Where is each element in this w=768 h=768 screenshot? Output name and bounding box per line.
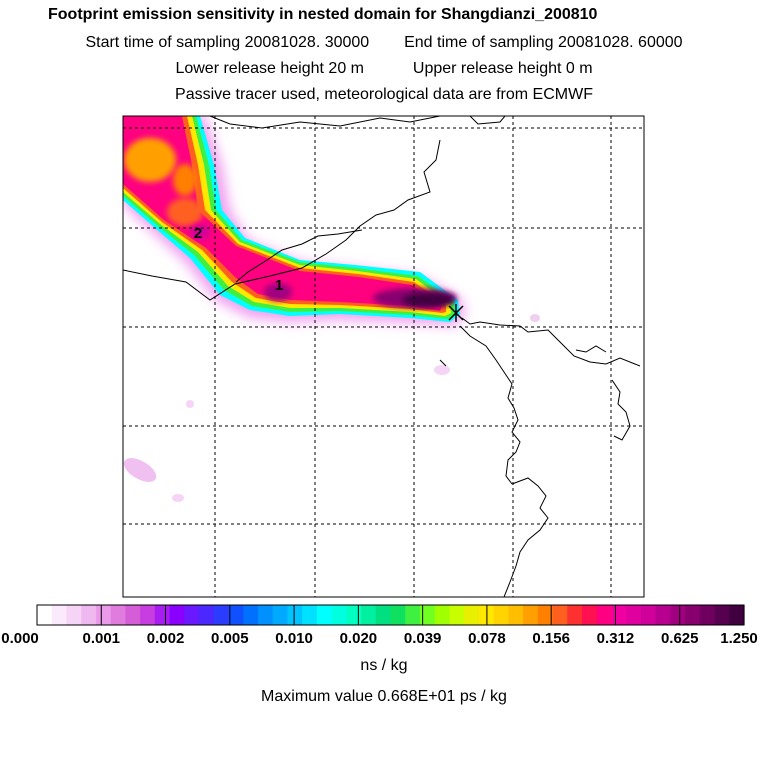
colorbar-cell [434, 605, 451, 625]
colorbar-cell [375, 605, 392, 625]
colorbar [36, 604, 745, 626]
colorbar-cell [228, 605, 244, 625]
colorbar-cell [125, 605, 141, 625]
colorbar-cell [508, 605, 524, 625]
colorbar-cell [729, 605, 745, 625]
colorbar-cell [272, 605, 288, 625]
trajectory-marker-2: 2 [194, 225, 202, 242]
colorbar-cell [419, 605, 436, 625]
colorbar-tick-label: 0.312 [596, 630, 635, 647]
colorbar-cell [316, 605, 333, 625]
colorbar-cell [287, 605, 303, 625]
colorbar-cell [655, 605, 671, 625]
footprint-map: 1 2 [122, 115, 645, 598]
colorbar-cell [51, 605, 68, 625]
colorbar-cell [611, 605, 627, 625]
colorbar-frame [36, 604, 745, 626]
colorbar-cell [140, 605, 156, 625]
colorbar-cell [331, 605, 347, 625]
colorbar-tick-label: 0.002 [146, 630, 185, 647]
colorbar-cell [66, 605, 82, 625]
chart-title: Footprint emission sensitivity in nested… [48, 6, 598, 23]
colorbar-tick-label: 0.156 [532, 630, 570, 647]
sampling-time-line: Start time of sampling 20081028. 30000 E… [0, 34, 768, 52]
colorbar-cell [405, 605, 421, 625]
colorbar-cell [154, 605, 171, 625]
colorbar-cell [493, 605, 509, 625]
colorbar-cell [567, 605, 583, 625]
colorbar-cell [581, 605, 598, 625]
colorbar-cell [346, 605, 362, 625]
colorbar-cell [670, 605, 686, 625]
colorbar-tick-label: 0.010 [275, 630, 313, 647]
colorbar-cell [390, 605, 406, 625]
colorbar-tick-label: 0.000 [1, 630, 39, 647]
colorbar-tick-label: 0.020 [339, 630, 378, 647]
tracer-note: Passive tracer used, meteorological data… [175, 86, 593, 103]
colorbar-cell [95, 605, 112, 625]
colorbar-cell [199, 605, 215, 625]
trajectory-marker-1: 1 [275, 277, 283, 294]
coastlines [123, 116, 641, 597]
colorbar-cell [243, 605, 259, 625]
colorbar-tick-label: 0.625 [660, 630, 699, 647]
colorbar-cell [449, 605, 465, 625]
plume [123, 116, 540, 502]
end-time: End time of sampling 20081028. 60000 [404, 34, 683, 51]
colorbar-tick-label: 0.039 [403, 630, 442, 647]
colorbar-cell [257, 605, 274, 625]
maximum-value: Maximum value 0.668E+01 ps / kg [261, 688, 507, 705]
colorbar-cell [714, 605, 730, 625]
colorbar-cell [464, 605, 480, 625]
release-height-line: Lower release height 20 m Upper release … [0, 60, 768, 78]
colorbar-cell [361, 605, 377, 625]
start-time: Start time of sampling 20081028. 30000 [85, 34, 370, 51]
colorbar-cell [81, 605, 97, 625]
colorbar-units: ns / kg [360, 657, 408, 674]
colorbar-tick-label: 0.078 [468, 630, 506, 647]
colorbar-cell [302, 605, 318, 625]
lower-release-height: Lower release height 20 m [175, 60, 364, 77]
colorbar-cell [523, 605, 539, 625]
colorbar-cell [640, 605, 657, 625]
colorbar-cell [626, 605, 642, 625]
colorbar-cell [110, 605, 126, 625]
colorbar-cell [213, 605, 230, 625]
colorbar-tick-label: 1.250 [720, 630, 758, 647]
colorbar-tick-label: 0.005 [211, 630, 249, 647]
colorbar-cell [537, 605, 554, 625]
colorbar-cell [596, 605, 613, 625]
upper-release-height: Upper release height 0 m [412, 60, 593, 77]
colorbar-tick-label: 0.001 [82, 630, 121, 647]
gridlines [123, 116, 644, 597]
colorbar-cell [184, 605, 200, 625]
colorbar-cell [699, 605, 716, 625]
colorbar-cell [169, 605, 185, 625]
colorbar-cell [552, 605, 568, 625]
receptor-marker [448, 304, 464, 322]
colorbar-cell [37, 605, 53, 625]
plot-frame [122, 115, 645, 598]
colorbar-cell [685, 605, 701, 625]
